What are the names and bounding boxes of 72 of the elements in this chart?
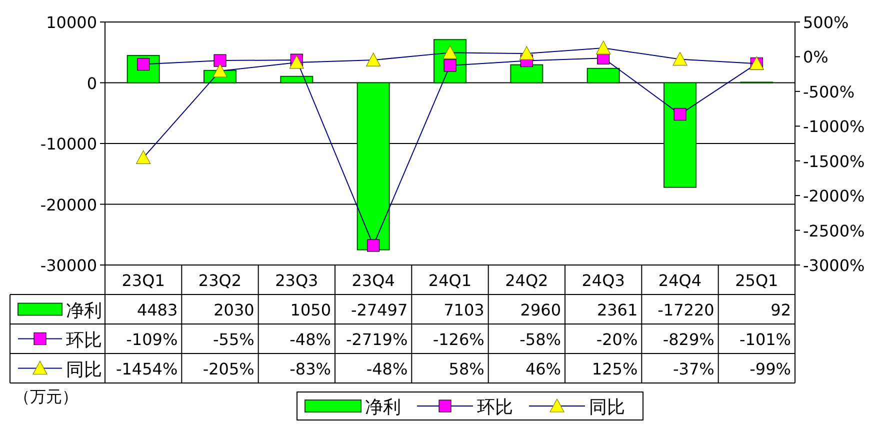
data-label: -205%: [202, 359, 254, 378]
x-tick-label: 23Q4: [352, 271, 395, 290]
y2-tick-label: -1000%: [803, 117, 865, 136]
point: [212, 64, 228, 78]
bar: [586, 68, 620, 84]
bar: [510, 64, 544, 84]
y2-tick-label: 0%: [803, 48, 828, 67]
point: [519, 46, 534, 60]
y-tick-label: -30000: [40, 256, 97, 275]
data-label: -58%: [520, 330, 561, 349]
text: 环比: [477, 397, 513, 418]
point: [366, 52, 381, 66]
data-label: -1454%: [116, 359, 178, 378]
x-tick-label: 25Q1: [735, 271, 778, 290]
point: [136, 150, 151, 164]
bar: [664, 82, 696, 188]
y2-tick-label: -500%: [803, 82, 855, 102]
x-tick-label: 24Q3: [582, 271, 625, 290]
data-label: -99%: [750, 359, 791, 378]
point: [289, 55, 304, 69]
y-tick-label: 0: [86, 74, 97, 93]
y-tick-label: -10000: [40, 134, 97, 154]
x-tick-label: 24Q2: [505, 271, 548, 290]
data-label: -27497: [350, 300, 408, 320]
data-label: -101%: [739, 330, 791, 349]
data-label: 7103: [444, 300, 484, 320]
data-label: 1050: [290, 300, 331, 320]
point: [442, 45, 458, 59]
bar: [280, 76, 314, 84]
text: （万元）: [14, 387, 78, 406]
point: [596, 40, 611, 54]
data-label: -48%: [290, 330, 331, 349]
data-label: -48%: [366, 359, 408, 378]
data-label: 46%: [525, 359, 561, 378]
y-tick-label: -20000: [40, 195, 97, 214]
data-label: -37%: [672, 359, 714, 378]
legend-label: 环比: [66, 330, 102, 351]
y2-tick-label: 500%: [803, 13, 849, 32]
data-label: 2030: [214, 300, 254, 320]
x-tick-label: 24Q4: [658, 271, 702, 290]
data-label: 2960: [520, 300, 561, 320]
y2-tick-label: -3000%: [803, 256, 865, 275]
point: [672, 52, 688, 66]
data-label: -55%: [212, 330, 254, 349]
data-label: -83%: [290, 359, 331, 378]
data-label: -829%: [662, 330, 714, 349]
y2-tick-label: -2500%: [803, 221, 865, 240]
point: [674, 108, 686, 121]
data-label: -109%: [126, 330, 178, 349]
legend-label: 同比: [66, 359, 102, 380]
bar: [356, 82, 390, 250]
y-tick-label: 10000: [46, 13, 97, 32]
data-label: -17220: [658, 300, 714, 320]
x-tick-label: 23Q2: [198, 271, 242, 290]
x-tick-label: 23Q1: [122, 271, 165, 290]
text: 同比: [589, 397, 625, 418]
x-tick-label: 23Q3: [275, 271, 318, 290]
data-label: 92: [770, 300, 791, 320]
x-tick-label: 24Q1: [428, 271, 472, 290]
data-label: 125%: [592, 359, 638, 378]
point: [214, 54, 226, 67]
data-label: -126%: [432, 330, 484, 349]
y2-tick-label: -1500%: [803, 152, 865, 171]
data-label: 58%: [448, 359, 484, 378]
text: 净利: [365, 397, 401, 418]
legend-label: 净利: [66, 300, 102, 322]
data-label: -2719%: [346, 330, 408, 349]
y2-tick-label: -2000%: [803, 186, 865, 206]
data-label: 2361: [596, 300, 638, 320]
data-label: -20%: [596, 330, 638, 349]
point: [367, 239, 380, 252]
data-label: 4483: [136, 300, 178, 320]
